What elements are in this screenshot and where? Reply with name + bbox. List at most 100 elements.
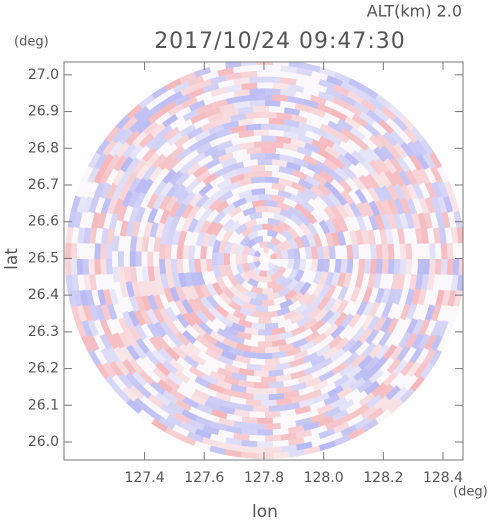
- radar-cell: [241, 94, 258, 102]
- radar-cell: [262, 287, 274, 295]
- radar-cell: [434, 259, 442, 275]
- radar-cell: [305, 175, 321, 188]
- radar-cell: [82, 259, 90, 275]
- radar-cell: [143, 221, 153, 238]
- radar-cell: [275, 274, 287, 286]
- radar-cell: [202, 424, 220, 436]
- radar-cell: [357, 148, 374, 164]
- y-tick-label: 27.0: [28, 67, 59, 83]
- radar-cell: [138, 94, 155, 109]
- radar-cell: [422, 348, 436, 366]
- radar-cell: [132, 131, 148, 147]
- radar-cell: [399, 387, 415, 404]
- radar-cell: [142, 146, 157, 162]
- radar-cell: [193, 388, 210, 401]
- radar-cell: [159, 194, 172, 211]
- radar-cell: [129, 235, 138, 252]
- radar-cell: [257, 94, 273, 101]
- radar-cell: [215, 200, 230, 214]
- radar-cell: [208, 124, 225, 136]
- radar-cell: [188, 259, 196, 274]
- radar-cell: [224, 363, 241, 374]
- radar-cell: [423, 212, 433, 229]
- radar-cell: [290, 382, 307, 392]
- radar-cell: [324, 231, 335, 247]
- radar-cell: [182, 109, 200, 122]
- radar-cell: [222, 108, 239, 118]
- radar-cell: [153, 321, 167, 338]
- radar-cell: [215, 379, 233, 390]
- radar-cell: [310, 185, 325, 199]
- radar-cell: [312, 233, 323, 248]
- radar-cell: [360, 98, 377, 113]
- radar-cell: [305, 389, 323, 400]
- radar-cell: [303, 187, 318, 201]
- radar-cell: [261, 147, 277, 154]
- radar-cell: [322, 245, 330, 259]
- radar-cell: [374, 287, 385, 304]
- radar-cell: [134, 324, 148, 341]
- radar-cell: [317, 296, 331, 311]
- radar-cell: [94, 304, 106, 322]
- radar-cell: [396, 345, 411, 362]
- radar-cell: [360, 405, 377, 420]
- radar-cell: [323, 180, 339, 195]
- radar-cell: [191, 323, 207, 338]
- radar-cell: [169, 145, 185, 160]
- radar-cell: [406, 183, 418, 200]
- radar-cell: [447, 289, 457, 307]
- radar-cell: [183, 272, 194, 288]
- radar-cell: [200, 120, 218, 133]
- radar-cell: [318, 271, 329, 286]
- radar-cell: [218, 405, 236, 415]
- radar-cell: [280, 77, 297, 86]
- radar-cell: [310, 94, 327, 106]
- radar-cell: [337, 118, 354, 132]
- radar-cell: [233, 272, 246, 285]
- radar-cell: [88, 196, 100, 214]
- radar-cell: [107, 347, 121, 364]
- radar-cell: [73, 211, 83, 229]
- radar-cell: [333, 130, 350, 144]
- radar-cell: [290, 214, 304, 227]
- radar-cell: [195, 309, 210, 324]
- radar-cell: [418, 197, 430, 214]
- radar-cell: [225, 437, 242, 446]
- radar-cell: [368, 301, 381, 318]
- radar-cell: [293, 157, 309, 169]
- radar-cell: [272, 350, 288, 359]
- radar-cell: [100, 259, 107, 275]
- radar-cell: [132, 371, 148, 387]
- radar-cell: [258, 194, 272, 201]
- radar-cell: [166, 273, 176, 289]
- radar-cell: [374, 199, 387, 216]
- radar-cell: [250, 346, 265, 354]
- radar-cell: [222, 400, 239, 410]
- radar-cell: [87, 349, 101, 366]
- radar-cell: [263, 247, 270, 254]
- radar-cell: [304, 293, 318, 308]
- radar-cell: [241, 226, 254, 238]
- radar-cell: [355, 215, 367, 231]
- radar-cell: [283, 289, 298, 301]
- radar-cell: [288, 237, 299, 250]
- radar-cell: [270, 236, 281, 246]
- radar-cell: [410, 126, 425, 143]
- radar-cell: [290, 138, 307, 149]
- x-tick-label: 127.8: [244, 470, 284, 486]
- radar-cell: [128, 310, 140, 327]
- radar-cell: [215, 304, 230, 318]
- radar-cell: [435, 211, 445, 229]
- radar-cell: [167, 371, 183, 386]
- radar-cell: [153, 294, 165, 311]
- radar-cell: [406, 361, 421, 378]
- radar-cell: [387, 243, 395, 259]
- radar-cell: [310, 294, 324, 309]
- radar-cell: [210, 421, 228, 432]
- radar-cell: [367, 407, 385, 422]
- radar-cell: [103, 289, 113, 306]
- radar-cell: [261, 364, 277, 371]
- radar-cell: [217, 67, 235, 77]
- radar-cell: [87, 319, 99, 337]
- radar-cell: [67, 211, 77, 228]
